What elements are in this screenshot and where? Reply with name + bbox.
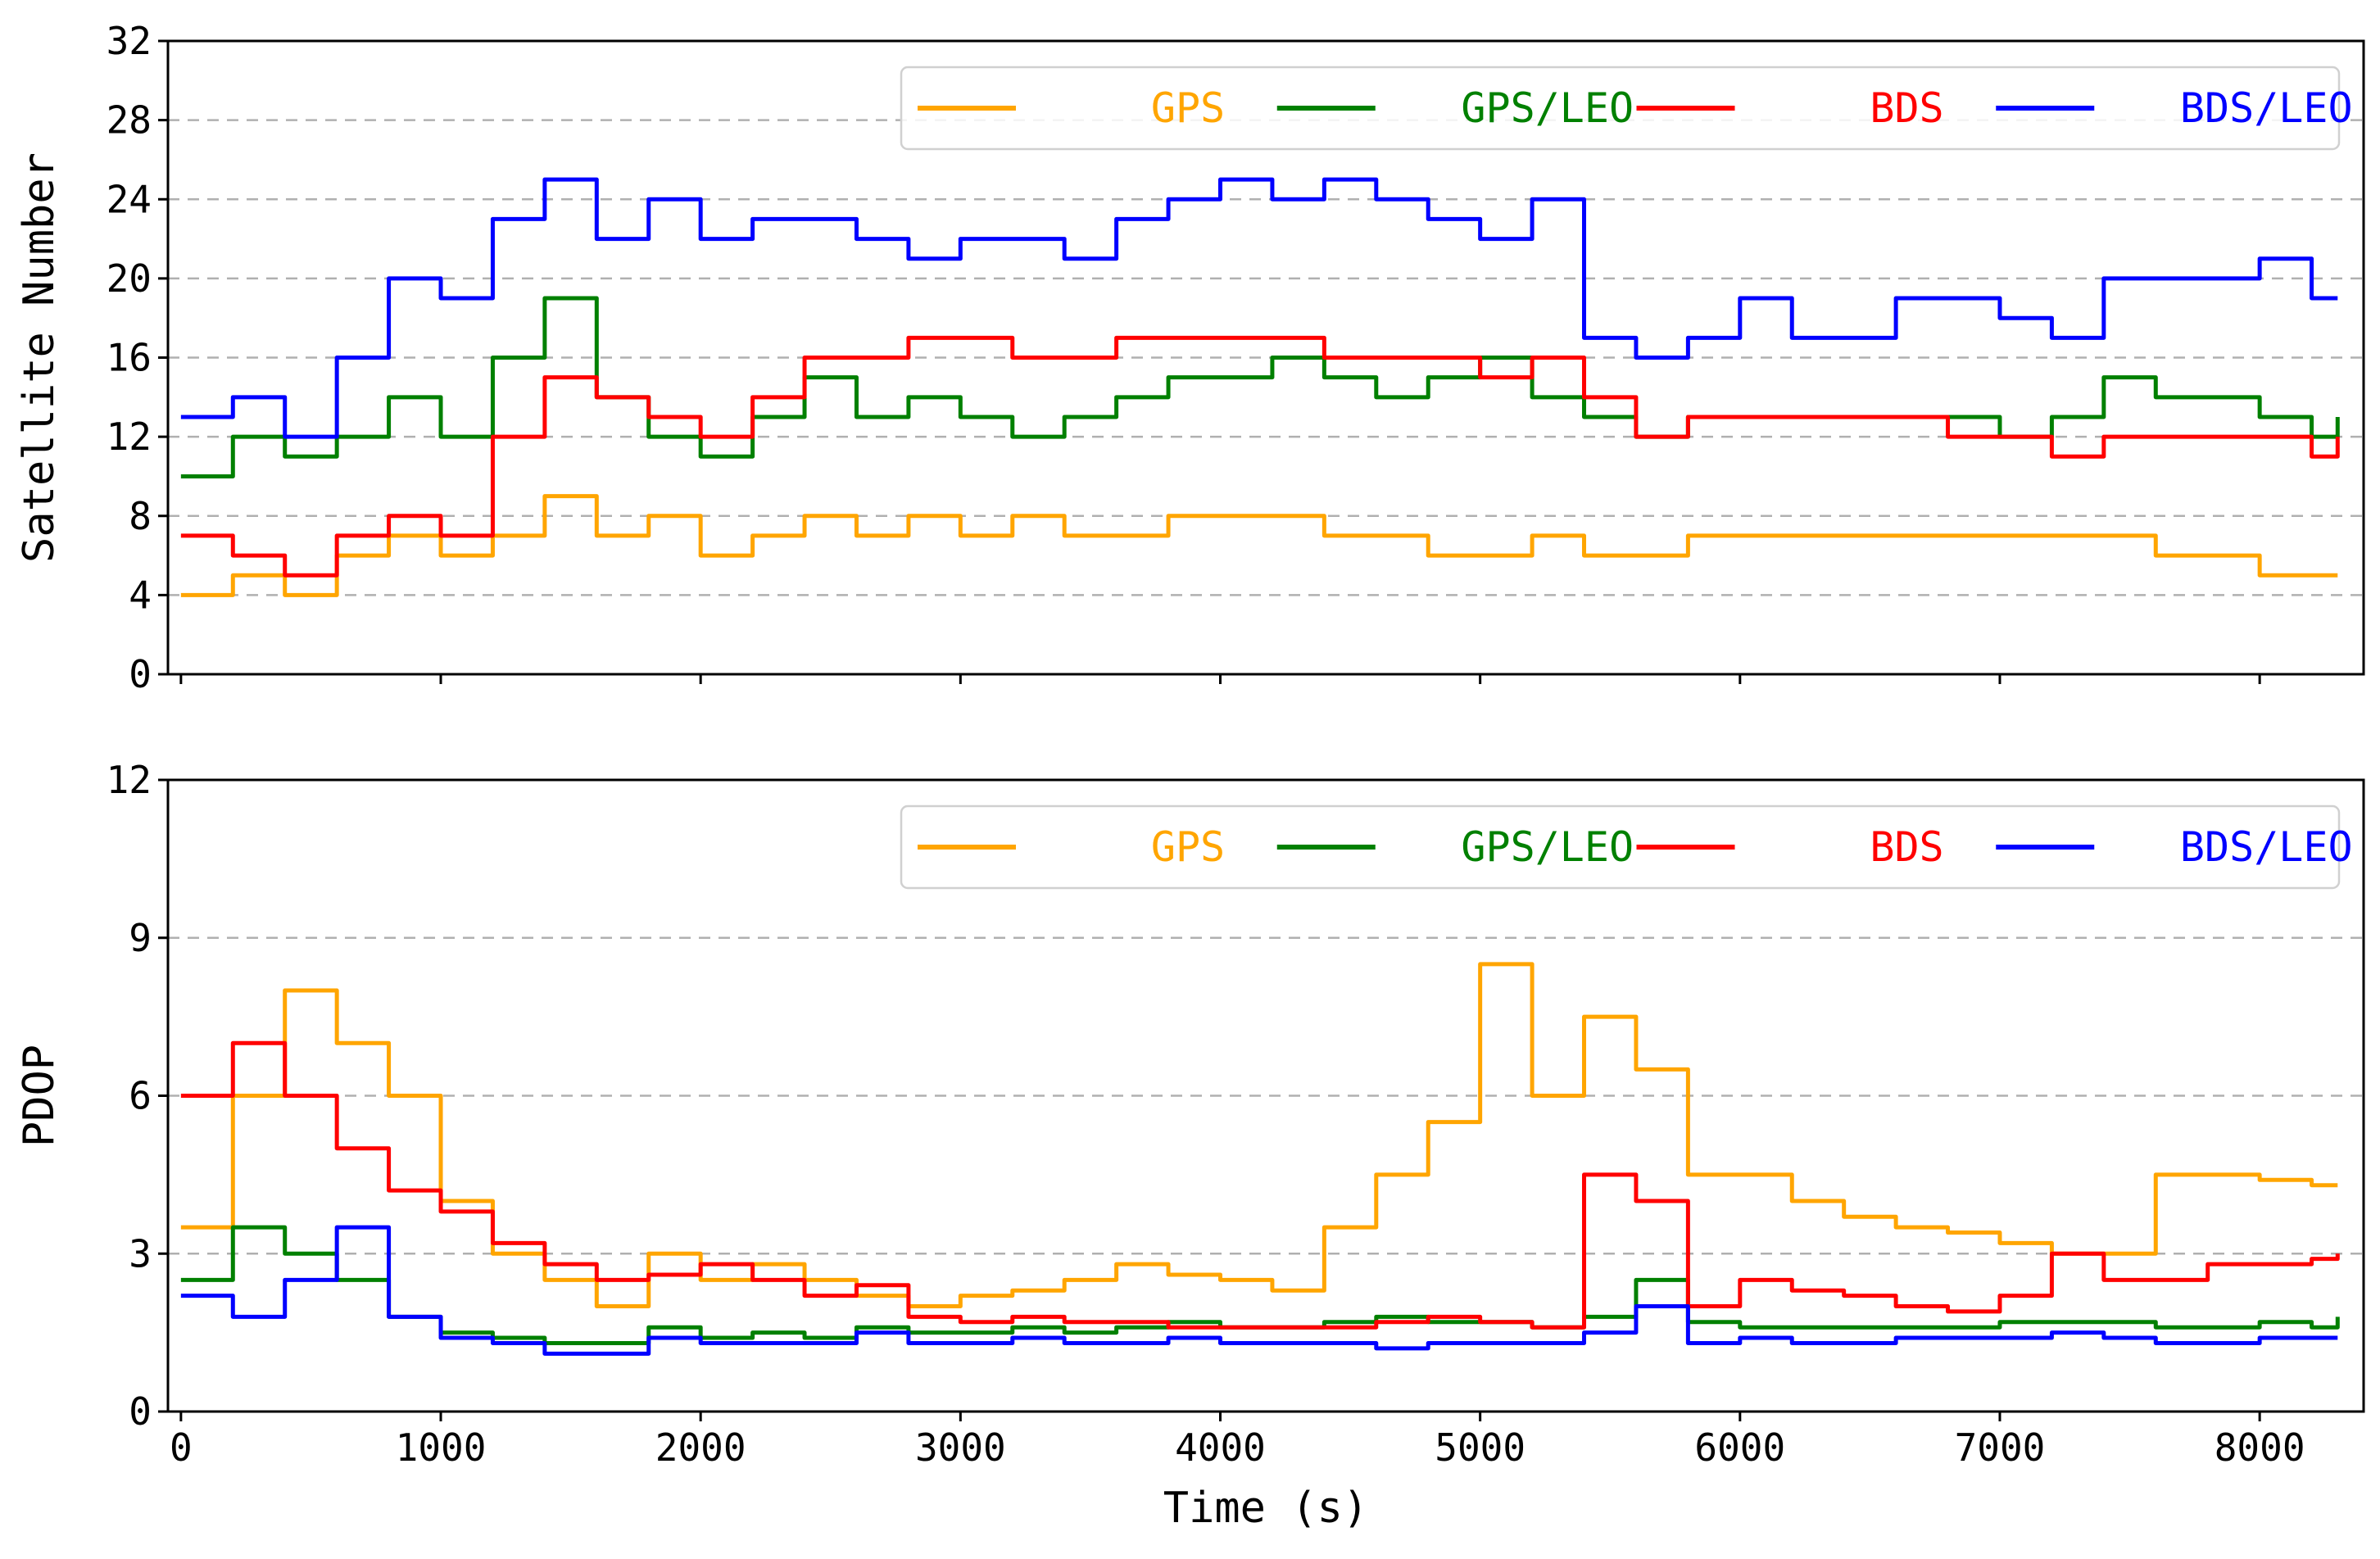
x-tick-label: 2000 xyxy=(655,1425,746,1470)
legend-box xyxy=(900,804,2341,890)
y-tick-label: 3 xyxy=(129,1231,152,1276)
y-tick-label: 12 xyxy=(107,758,152,802)
y-tick-label: 12 xyxy=(107,415,152,459)
x-tick-label: 6000 xyxy=(1694,1425,1785,1470)
x-tick-label: 0 xyxy=(170,1425,193,1470)
legend-label: GPS xyxy=(1151,823,1225,871)
y-tick-label: 4 xyxy=(129,573,152,617)
y-tick-label: 0 xyxy=(129,652,152,696)
legend: GPS GPS/LEO BDS BDS/LEO xyxy=(900,66,2353,151)
y-tick-label: 28 xyxy=(107,98,152,143)
series-line-gps xyxy=(180,494,2338,597)
y-tick-label: 8 xyxy=(129,494,152,538)
legend-label: GPS/LEO xyxy=(1461,84,1634,132)
x-tick-label: 1000 xyxy=(396,1425,487,1470)
y-tick-label: 6 xyxy=(129,1074,152,1118)
legend-label: GPS/LEO xyxy=(1461,823,1634,871)
y-tick-label: 32 xyxy=(107,19,152,63)
series-line-bds xyxy=(180,1040,2340,1330)
x-tick-label: 7000 xyxy=(1955,1425,2046,1470)
series-line-gps-leo xyxy=(180,1225,2340,1345)
y-tick-label: 24 xyxy=(107,177,152,221)
x-tick-label: 8000 xyxy=(2215,1425,2305,1470)
x-tick-label: 3000 xyxy=(915,1425,1006,1470)
y-tick-label: 0 xyxy=(129,1389,152,1434)
series-line-gps xyxy=(180,962,2338,1308)
x-axis-label: Time (s) xyxy=(1163,1484,1368,1533)
legend-label: BDS/LEO xyxy=(2180,823,2353,871)
x-tick-label: 5000 xyxy=(1435,1425,1525,1470)
series-line-bds-leo xyxy=(180,177,2338,439)
x-tick-label: 4000 xyxy=(1175,1425,1266,1470)
y-axis-label: PDOP xyxy=(15,1045,64,1147)
legend-label: BDS xyxy=(1870,84,1943,132)
legend: GPS GPS/LEO BDS BDS/LEO xyxy=(900,804,2353,890)
y-axis-label: Satellite Number xyxy=(15,152,64,563)
y-tick-label: 20 xyxy=(107,256,152,301)
series-line-bds-leo xyxy=(180,1225,2338,1356)
y-tick-label: 16 xyxy=(107,336,152,380)
y-tick-label: 9 xyxy=(129,916,152,960)
legend-box xyxy=(900,66,2341,151)
series-line-gps-leo xyxy=(180,296,2340,478)
legend-label: BDS xyxy=(1870,823,1943,871)
satellite-number-panel: 0 4 8 12 16 20 24 28 32 Satellite Number GPS GPS/… xyxy=(15,19,2365,696)
series-line-bds xyxy=(180,335,2340,578)
legend-label: BDS/LEO xyxy=(2180,84,2353,132)
legend-label: GPS xyxy=(1151,84,1225,132)
